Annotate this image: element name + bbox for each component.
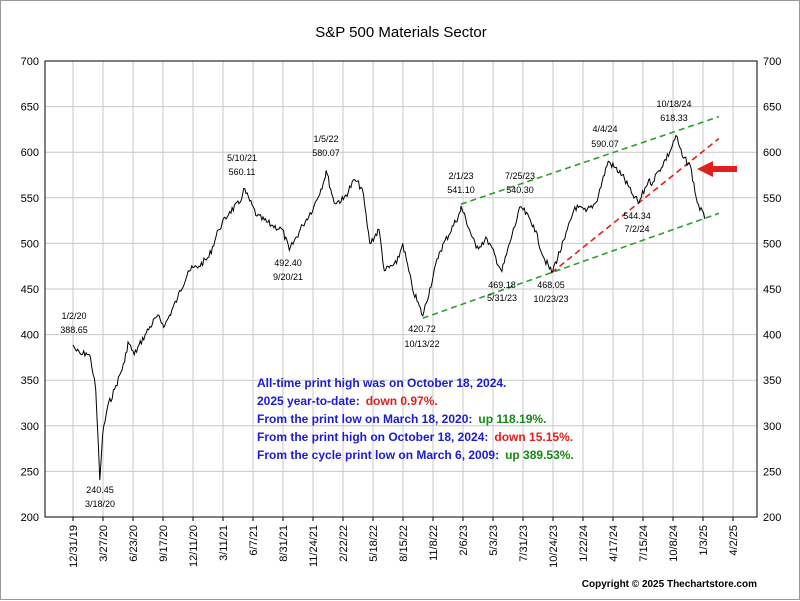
red-trendline [551,137,720,274]
y-tick-label-left: 300 [21,421,39,433]
x-tick-label: 2/6/23 [458,525,470,556]
chart-title: S&P 500 Materials Sector [315,24,486,41]
annotation-line-2: 388.65 [60,325,88,335]
x-tick-label: 1/3/25 [698,525,710,556]
annotation-line-2: 540.30 [506,185,534,195]
annotation-line-2: 9/20/21 [273,272,303,282]
annotation-line-1: 7/25/23 [505,171,535,181]
x-tick-label: 7/31/23 [518,525,530,562]
annotation-line-1: 1/2/20 [61,311,86,321]
annotation-line-1: 469.18 [488,280,516,290]
channel-lower-line [422,212,720,319]
info-line-1: All-time print high was on October 18, 2… [257,376,506,390]
y-tick-label-right: 450 [763,284,781,296]
copyright: Copyright © 2025 Thechartstore.com [582,579,757,590]
annotation-line-2: 590.07 [591,139,619,149]
x-tick-label: 3/11/21 [218,525,230,561]
y-tick-label-right: 600 [763,147,781,159]
annotation-line-2: 560.11 [229,167,256,177]
annotation-line-1: 492.40 [274,258,302,268]
x-tick-label: 3/27/20 [98,525,110,562]
y-tick-label-left: 350 [21,375,39,387]
y-tick-label-left: 700 [21,56,39,68]
x-tick-label: 1/22/24 [578,525,590,562]
annotation-line-2: 541.10 [447,185,475,195]
price-line [72,134,706,481]
y-tick-label-left: 550 [21,193,39,205]
y-tick-label-right: 400 [763,330,781,342]
info-line-5: From the cycle print low on March 6, 200… [257,448,574,462]
y-tick-label-left: 400 [21,330,39,342]
x-tick-label: 12/11/20 [188,525,200,567]
x-tick-label: 5/3/23 [488,525,500,556]
x-tick-label: 11/24/21 [308,525,320,567]
annotation-line-2: 5/31/23 [487,293,517,303]
annotation-line-2: 618.33 [660,113,688,123]
trend-lines [422,115,720,319]
x-tick-label: 9/17/20 [158,525,170,562]
annotation-line-1: 544.34 [623,211,651,221]
x-tick-label: 4/17/24 [608,525,620,562]
annotation-line-1: 10/18/24 [656,99,691,109]
annotation-line-2: 10/13/22 [404,339,439,349]
info-line-3: From the print low on March 18, 2020: up … [257,412,546,426]
x-tick-label: 6/7/21 [248,525,260,556]
y-tick-label-right: 650 [763,102,781,114]
x-tick-label: 4/2/25 [728,525,740,556]
x-tick-label: 10/8/24 [668,525,680,562]
x-tick-label: 10/24/23 [548,525,560,568]
plot-area [44,60,758,518]
annotation-line-2: 580.07 [312,148,340,158]
x-axis: 12/31/19 3/27/20 6/23/20 9/17/20 12/11/20 3/1… [68,517,740,568]
y-tick-label-left: 650 [21,102,39,114]
x-tick-label: 7/15/24 [638,525,650,562]
y-tick-label-right: 200 [763,512,781,524]
x-tick-label: 2/22/22 [338,525,350,562]
y-tick-label-right: 350 [763,375,781,387]
annotation-line-2: 3/18/20 [85,499,115,509]
y-tick-label-left: 450 [21,284,39,296]
annotation-line-1: 2/1/23 [448,171,473,181]
x-tick-label: 8/31/21 [278,525,290,562]
x-tick-label: 6/23/20 [128,525,140,562]
red-arrow-icon [697,161,737,177]
y-tick-label-right: 500 [763,238,781,250]
y-tick-label-left: 200 [21,512,39,524]
annotation-line-1: 4/4/24 [592,124,617,134]
y-tick-label-right: 250 [763,466,781,478]
y-axis: 200 200 250 250 300 300 350 350 400 400 450 450 500 5… [21,56,782,524]
info-box: All-time print high was on October 18, 2… [257,376,574,462]
y-tick-label-right: 550 [763,193,781,205]
x-tick-label: 12/31/19 [68,525,80,568]
price-series [72,134,706,481]
annotation-line-2: 7/2/24 [624,224,649,234]
annotation-line-1: 5/10/21 [227,153,257,163]
y-tick-label-left: 600 [21,147,39,159]
y-tick-label-right: 300 [763,421,781,433]
channel-upper-line [460,115,720,205]
y-tick-label-right: 700 [763,56,781,68]
y-tick-label-left: 500 [21,238,39,250]
annotation-line-2: 10/23/23 [533,294,568,304]
info-line-4: From the print high on October 18, 2024:… [257,430,573,444]
annotations: 1/2/20 388.65 240.45 3/18/20 5/10/21 560.11 49… [60,99,691,509]
annotation-line-1: 1/5/22 [313,134,338,144]
y-tick-label-left: 250 [21,466,39,478]
annotation-line-1: 420.72 [408,324,436,334]
x-tick-label: 8/15/22 [398,525,410,562]
annotation-line-1: 240.45 [86,485,114,495]
x-tick-label: 11/8/22 [428,525,440,561]
annotation-line-1: 468.05 [537,280,565,290]
info-line-2: 2025 year-to-date: down 0.97%. [257,394,438,408]
x-tick-label: 5/18/22 [368,525,380,562]
